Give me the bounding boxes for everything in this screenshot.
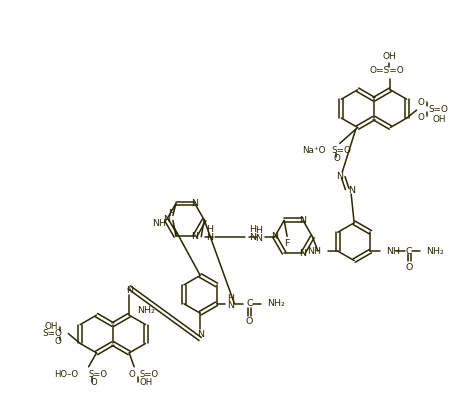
- Text: O: O: [128, 370, 135, 379]
- Text: S=O: S=O: [89, 370, 108, 379]
- Text: N: N: [126, 286, 133, 295]
- Text: N: N: [336, 172, 343, 181]
- Text: OH: OH: [382, 52, 396, 62]
- Text: N: N: [163, 215, 170, 224]
- Text: F: F: [168, 209, 174, 218]
- Text: S=O: S=O: [42, 329, 62, 338]
- Text: N: N: [299, 249, 306, 258]
- Text: N: N: [249, 233, 256, 242]
- Text: N: N: [191, 199, 198, 208]
- Text: NH₂: NH₂: [426, 247, 444, 256]
- Text: O=S=O: O=S=O: [370, 66, 405, 75]
- Text: N: N: [191, 232, 198, 241]
- Text: N: N: [205, 233, 212, 242]
- Text: O: O: [90, 378, 97, 387]
- Text: Na⁺O: Na⁺O: [303, 146, 326, 155]
- Text: C: C: [246, 299, 253, 308]
- Text: N: N: [255, 234, 262, 243]
- Text: N: N: [347, 185, 354, 195]
- Text: S=O: S=O: [139, 370, 158, 379]
- Text: H: H: [227, 294, 234, 303]
- Text: NH: NH: [152, 219, 166, 228]
- Text: OH: OH: [139, 378, 152, 387]
- Text: H: H: [205, 225, 212, 234]
- Text: NH: NH: [307, 247, 321, 256]
- Text: O: O: [417, 98, 424, 107]
- Text: F: F: [284, 239, 290, 248]
- Text: NH₂: NH₂: [137, 306, 155, 315]
- Text: H: H: [255, 226, 262, 235]
- Text: C: C: [406, 247, 412, 256]
- Text: N: N: [227, 301, 234, 310]
- Text: N: N: [299, 216, 306, 225]
- Text: S=O: S=O: [332, 146, 352, 155]
- Text: N: N: [271, 232, 278, 241]
- Text: H: H: [249, 225, 256, 234]
- Text: OH: OH: [45, 322, 58, 331]
- Text: O: O: [417, 113, 424, 121]
- Text: NH: NH: [386, 247, 400, 256]
- Text: NH₂: NH₂: [267, 299, 285, 308]
- Text: O: O: [246, 317, 253, 326]
- Text: O: O: [405, 262, 413, 272]
- Text: S=O: S=O: [429, 105, 448, 114]
- Text: O: O: [55, 337, 62, 346]
- Text: N: N: [197, 330, 204, 339]
- Text: O: O: [333, 154, 340, 163]
- Text: HO–O: HO–O: [55, 370, 78, 379]
- Text: OH: OH: [432, 115, 446, 123]
